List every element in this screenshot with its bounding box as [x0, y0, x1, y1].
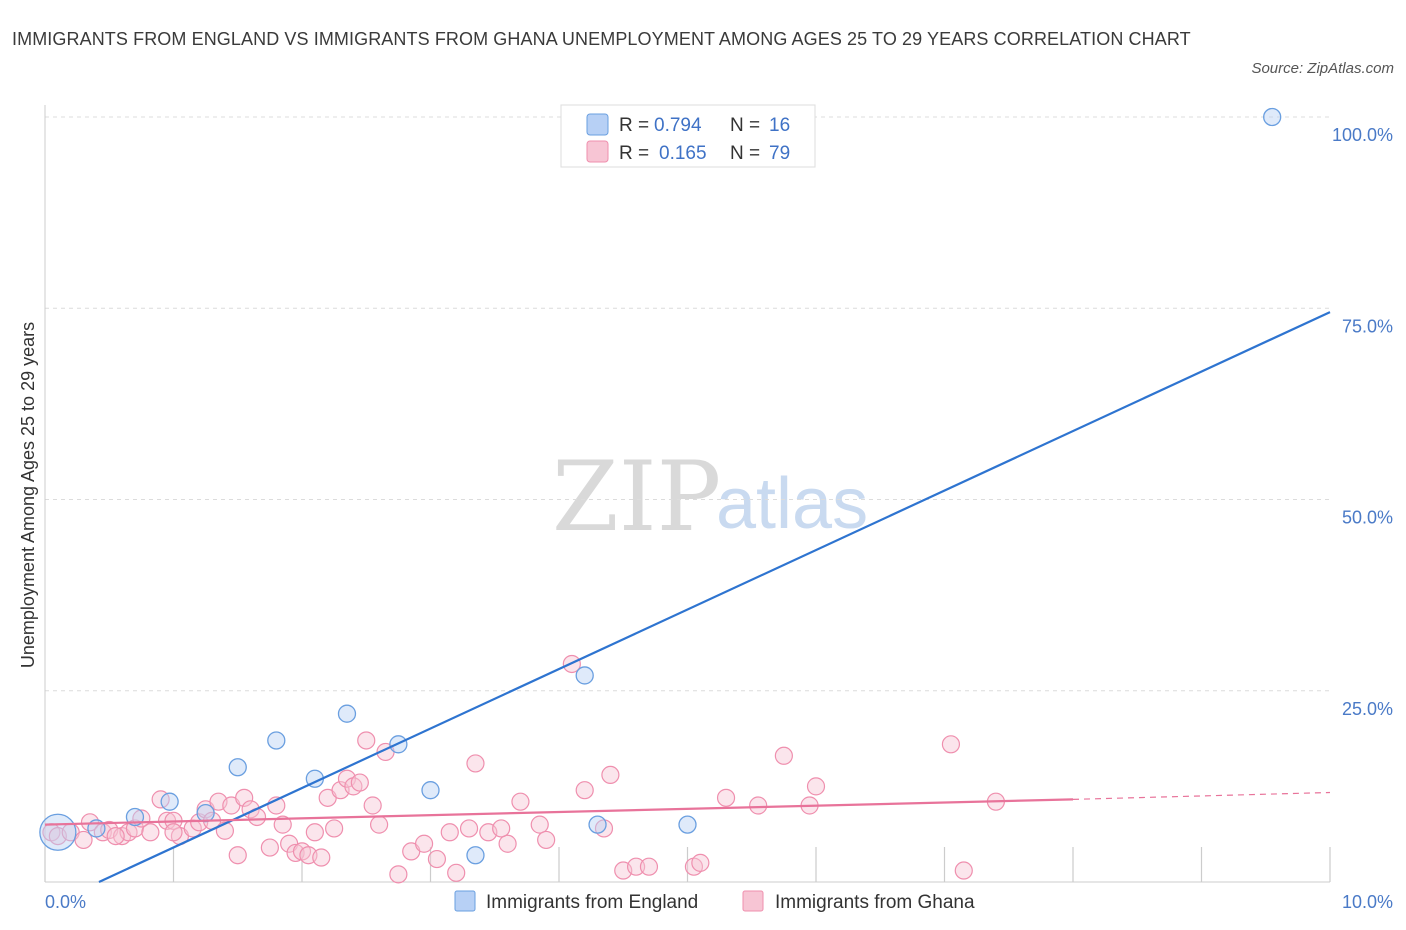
- legend-england-swatch: [586, 113, 609, 136]
- ghana-point-51: [459, 819, 479, 838]
- ghana-point-67: [716, 788, 736, 807]
- y-tick-label-3: 100.0%: [1332, 125, 1393, 145]
- ghana-point-73: [954, 861, 973, 880]
- ghana-point-52: [466, 754, 485, 773]
- ghana-point-76: [164, 823, 183, 842]
- england-point-10: [421, 781, 440, 800]
- ghana-point-77: [325, 819, 344, 838]
- ghana-point-57: [537, 830, 556, 850]
- england-point-3: [160, 792, 179, 811]
- grid-lines: [45, 116, 1330, 692]
- legend-ghana-swatch: [586, 140, 609, 163]
- x-tick-label-1: 10.0%: [1342, 892, 1393, 912]
- ghana-point-42: [363, 796, 382, 815]
- bottom-legend: Immigrants from England Immigrants from …: [454, 890, 975, 913]
- axes: [44, 105, 1331, 883]
- ghana-point-64: [639, 857, 659, 876]
- ghana-point-69: [774, 746, 793, 765]
- ghana-point-75: [106, 826, 125, 846]
- legend-ghana-n-label: N =: [730, 143, 760, 164]
- ghana-point-27: [260, 838, 279, 857]
- ghana-point-47: [414, 834, 434, 853]
- ghana-point-59: [575, 781, 594, 800]
- ghana-point-29: [273, 815, 292, 834]
- ghana-point-11: [141, 823, 160, 842]
- england-point-4: [196, 804, 215, 823]
- england-point-8: [337, 704, 357, 723]
- y-axis-label: Unemployment Among Ages 25 to 29 years: [18, 322, 38, 668]
- bottom-legend-ghana-label: Immigrants from Ghana: [775, 892, 975, 913]
- ghana-point-23: [228, 846, 247, 865]
- ghana-point-61: [601, 765, 620, 785]
- england-point-11: [466, 846, 485, 865]
- ghana-point-35: [312, 848, 331, 867]
- ghana-point-63: [626, 857, 646, 876]
- legend-ghana-n-value: 79: [769, 143, 790, 164]
- ghana-point-43: [370, 815, 389, 834]
- legend-england-r-value: 0.794: [654, 115, 702, 136]
- ghana-point-55: [511, 792, 530, 811]
- england-point-12: [575, 666, 594, 685]
- ghana-point-24: [235, 788, 254, 807]
- bottom-legend-england-label: Immigrants from England: [486, 892, 698, 913]
- ghana-points: [42, 654, 1006, 884]
- ghana-point-54: [498, 834, 517, 853]
- ghana-point-3: [74, 830, 93, 850]
- y-tick-label-0: 25.0%: [1342, 699, 1393, 719]
- y-tick-label-2: 75.0%: [1342, 316, 1393, 336]
- ghana-point-48: [427, 849, 447, 869]
- england-trend-line: [98, 311, 1331, 883]
- ghana-point-41: [357, 731, 376, 750]
- legend-ghana-r-value: 0.165: [659, 143, 707, 164]
- chart-title: IMMIGRANTS FROM ENGLAND VS IMMIGRANTS FR…: [12, 29, 1191, 49]
- england-point-14: [678, 815, 697, 834]
- england-point-15: [1263, 107, 1282, 127]
- watermark-zip: ZIP: [552, 441, 721, 553]
- legend-ghana-r-label: R =: [619, 143, 649, 164]
- ghana-point-72: [941, 735, 961, 754]
- ghana-point-49: [440, 823, 459, 842]
- legend-england-r-label: R =: [619, 115, 649, 136]
- legend-england-n-label: N =: [730, 115, 760, 136]
- tick-labels: 25.0% 50.0% 75.0% 100.0% 0.0% 10.0%: [45, 125, 1393, 912]
- ghana-trend-extension: [1072, 791, 1331, 800]
- england-point-5: [228, 758, 247, 777]
- ghana-point-78: [492, 819, 511, 838]
- ghana-point-50: [447, 863, 466, 882]
- england-point-0: [39, 813, 77, 851]
- watermark-atlas: atlas: [716, 464, 868, 544]
- ghana-point-40: [350, 773, 369, 792]
- ghana-point-34: [305, 823, 324, 842]
- ghana-point-71: [806, 777, 826, 796]
- bottom-legend-ghana-swatch: [742, 890, 764, 912]
- ghana-point-56: [530, 815, 549, 834]
- trend-lines: [44, 311, 1331, 883]
- source-label: Source: ZipAtlas.com: [1251, 60, 1394, 77]
- legend-box: R = 0.794 N = 16 R = 0.165 N = 79: [560, 104, 816, 168]
- y-tick-label-1: 50.0%: [1342, 508, 1393, 528]
- england-point-13: [588, 815, 607, 834]
- england-point-6: [267, 731, 286, 750]
- ghana-trend-line: [44, 798, 1074, 826]
- legend-england-n-value: 16: [769, 115, 790, 136]
- bottom-legend-england-swatch: [454, 890, 476, 912]
- x-tick-label-0: 0.0%: [45, 892, 86, 912]
- ghana-point-68: [749, 796, 768, 815]
- ghana-point-66: [691, 853, 710, 872]
- england-points: [39, 107, 1282, 865]
- ghana-point-45: [389, 865, 408, 884]
